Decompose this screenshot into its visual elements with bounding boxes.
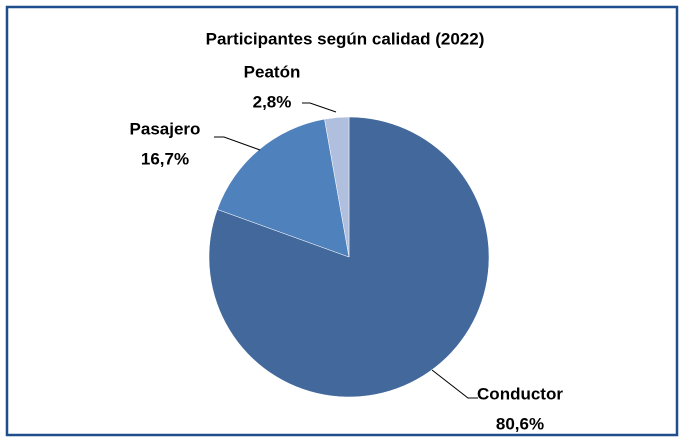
- slice-value-label: 16,7%: [141, 149, 189, 168]
- pie-slice: [324, 116, 350, 258]
- slice-label: Peatón: [244, 62, 301, 81]
- leader-line: [302, 102, 337, 113]
- leader-line: [431, 369, 478, 399]
- chart-title: Participantes según calidad (2022): [206, 29, 485, 48]
- leader-line: [214, 136, 261, 151]
- pie-slice: [208, 116, 490, 398]
- slice-label: Pasajero: [130, 119, 201, 138]
- slice-value-label: 2,8%: [253, 92, 292, 111]
- slice-label: Conductor: [477, 384, 563, 403]
- slice-value-label: 80,6%: [496, 414, 544, 433]
